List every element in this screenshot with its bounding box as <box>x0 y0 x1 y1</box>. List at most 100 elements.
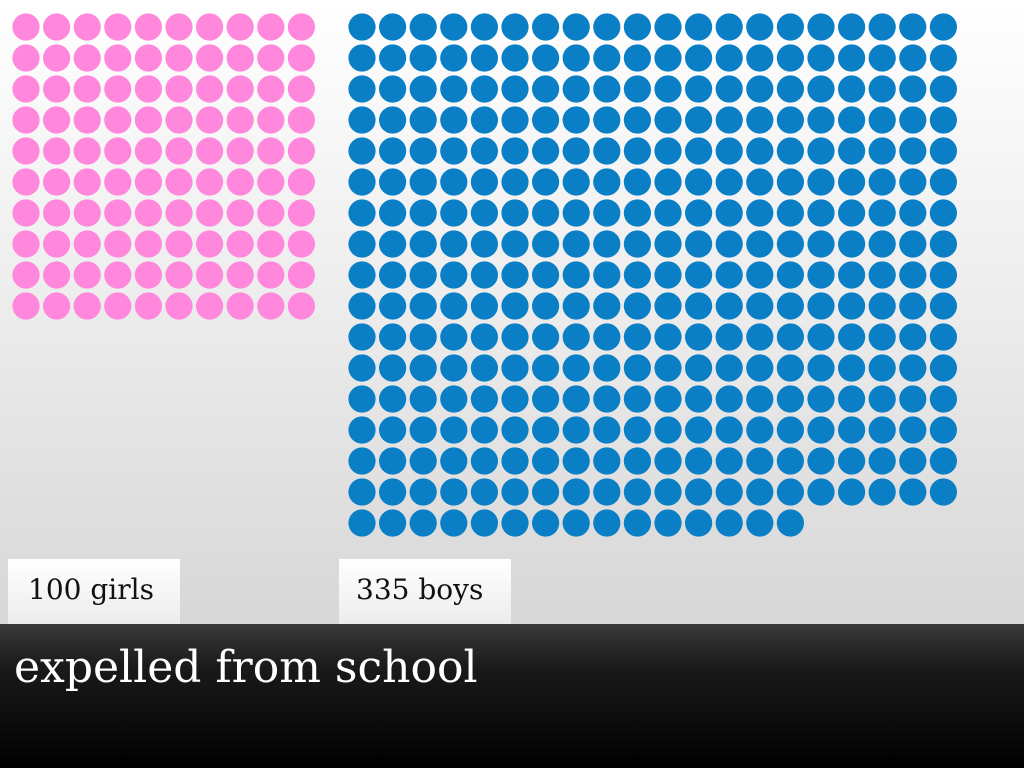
boy-dot <box>929 44 958 72</box>
boy-dot <box>623 323 652 351</box>
boy-dot <box>807 137 835 165</box>
boy-dot <box>593 478 621 506</box>
boy-dot <box>379 478 407 506</box>
boy-dot <box>470 13 498 41</box>
girl-dot <box>287 230 315 258</box>
boy-dot <box>440 323 468 351</box>
boy-dot <box>440 199 468 227</box>
boy-dot <box>623 478 652 506</box>
boy-dot <box>746 75 774 103</box>
boy-dot <box>776 44 805 72</box>
boy-dot <box>715 261 743 289</box>
boy-dot <box>807 416 835 444</box>
boy-dot <box>654 354 682 382</box>
boy-dot <box>593 447 621 475</box>
boy-dot <box>807 230 835 258</box>
girl-dot <box>43 292 71 320</box>
boy-dot <box>715 354 743 382</box>
boy-dot <box>715 137 743 165</box>
boy-dot <box>470 385 498 413</box>
boys-dot-group <box>348 13 958 537</box>
girl-dot <box>43 137 71 165</box>
girl-dot <box>226 168 254 196</box>
boy-dot <box>593 75 621 103</box>
boy-dot <box>868 13 896 41</box>
girl-dot <box>43 261 71 289</box>
boy-dot <box>746 385 774 413</box>
girl-dot <box>287 44 315 72</box>
boy-dot <box>532 75 560 103</box>
boy-dot <box>440 44 468 72</box>
girl-dot <box>134 168 162 196</box>
girl-dot <box>165 13 193 41</box>
boy-dot <box>379 354 407 382</box>
girl-dot <box>134 13 162 41</box>
boy-dot <box>715 168 743 196</box>
boy-dot <box>440 478 468 506</box>
boy-dot <box>746 106 774 134</box>
boy-dot <box>501 292 529 320</box>
boy-dot <box>654 44 682 72</box>
girl-dot <box>287 261 315 289</box>
girl-dot <box>134 230 162 258</box>
boy-dot <box>715 478 743 506</box>
boy-dot <box>899 447 927 475</box>
boy-dot <box>746 292 774 320</box>
boy-dot <box>440 354 468 382</box>
girl-dot <box>73 199 101 227</box>
boy-dot <box>562 416 590 444</box>
boy-dot <box>501 261 529 289</box>
girl-dot <box>257 292 285 320</box>
boy-dot <box>440 230 468 258</box>
girl-dot <box>73 13 101 41</box>
boy-dot <box>899 106 927 134</box>
boy-dot <box>379 44 407 72</box>
boy-dot <box>440 13 468 41</box>
girl-dot <box>196 261 224 289</box>
boy-dot <box>899 13 927 41</box>
boy-dot <box>929 230 958 258</box>
boy-dot <box>838 447 866 475</box>
boy-dot <box>593 261 621 289</box>
boy-dot <box>562 447 590 475</box>
boy-dot <box>409 75 437 103</box>
boy-dot <box>899 292 927 320</box>
boy-dot <box>715 323 743 351</box>
boy-dot <box>409 106 437 134</box>
boy-dot <box>593 13 621 41</box>
girl-dot <box>73 168 101 196</box>
boy-dot <box>409 416 437 444</box>
girl-dot <box>43 13 71 41</box>
boy-dot <box>868 292 896 320</box>
boy-dot <box>532 323 560 351</box>
boy-dot <box>348 137 376 165</box>
girl-dot <box>43 106 71 134</box>
boy-dot <box>776 75 805 103</box>
boy-dot <box>776 261 805 289</box>
girl-dot <box>196 168 224 196</box>
girl-dot <box>257 261 285 289</box>
boy-dot <box>776 385 805 413</box>
boy-dot <box>379 106 407 134</box>
girl-dot <box>73 44 101 72</box>
boy-dot <box>409 13 437 41</box>
boy-dot <box>562 385 590 413</box>
boy-dot <box>838 168 866 196</box>
boy-dot <box>929 199 958 227</box>
girl-dot <box>104 106 132 134</box>
boy-dot <box>746 323 774 351</box>
girl-dot <box>226 292 254 320</box>
girl-dot <box>73 230 101 258</box>
boy-dot <box>776 509 805 537</box>
boy-dot <box>868 447 896 475</box>
boy-dot <box>776 137 805 165</box>
girl-dot <box>104 137 132 165</box>
girl-dot <box>12 168 40 196</box>
boy-dot <box>348 323 376 351</box>
girl-dot <box>257 137 285 165</box>
girl-dot <box>196 199 224 227</box>
girl-dot <box>287 199 315 227</box>
boy-dot <box>685 323 713 351</box>
girl-dot <box>104 230 132 258</box>
boy-dot <box>838 261 866 289</box>
